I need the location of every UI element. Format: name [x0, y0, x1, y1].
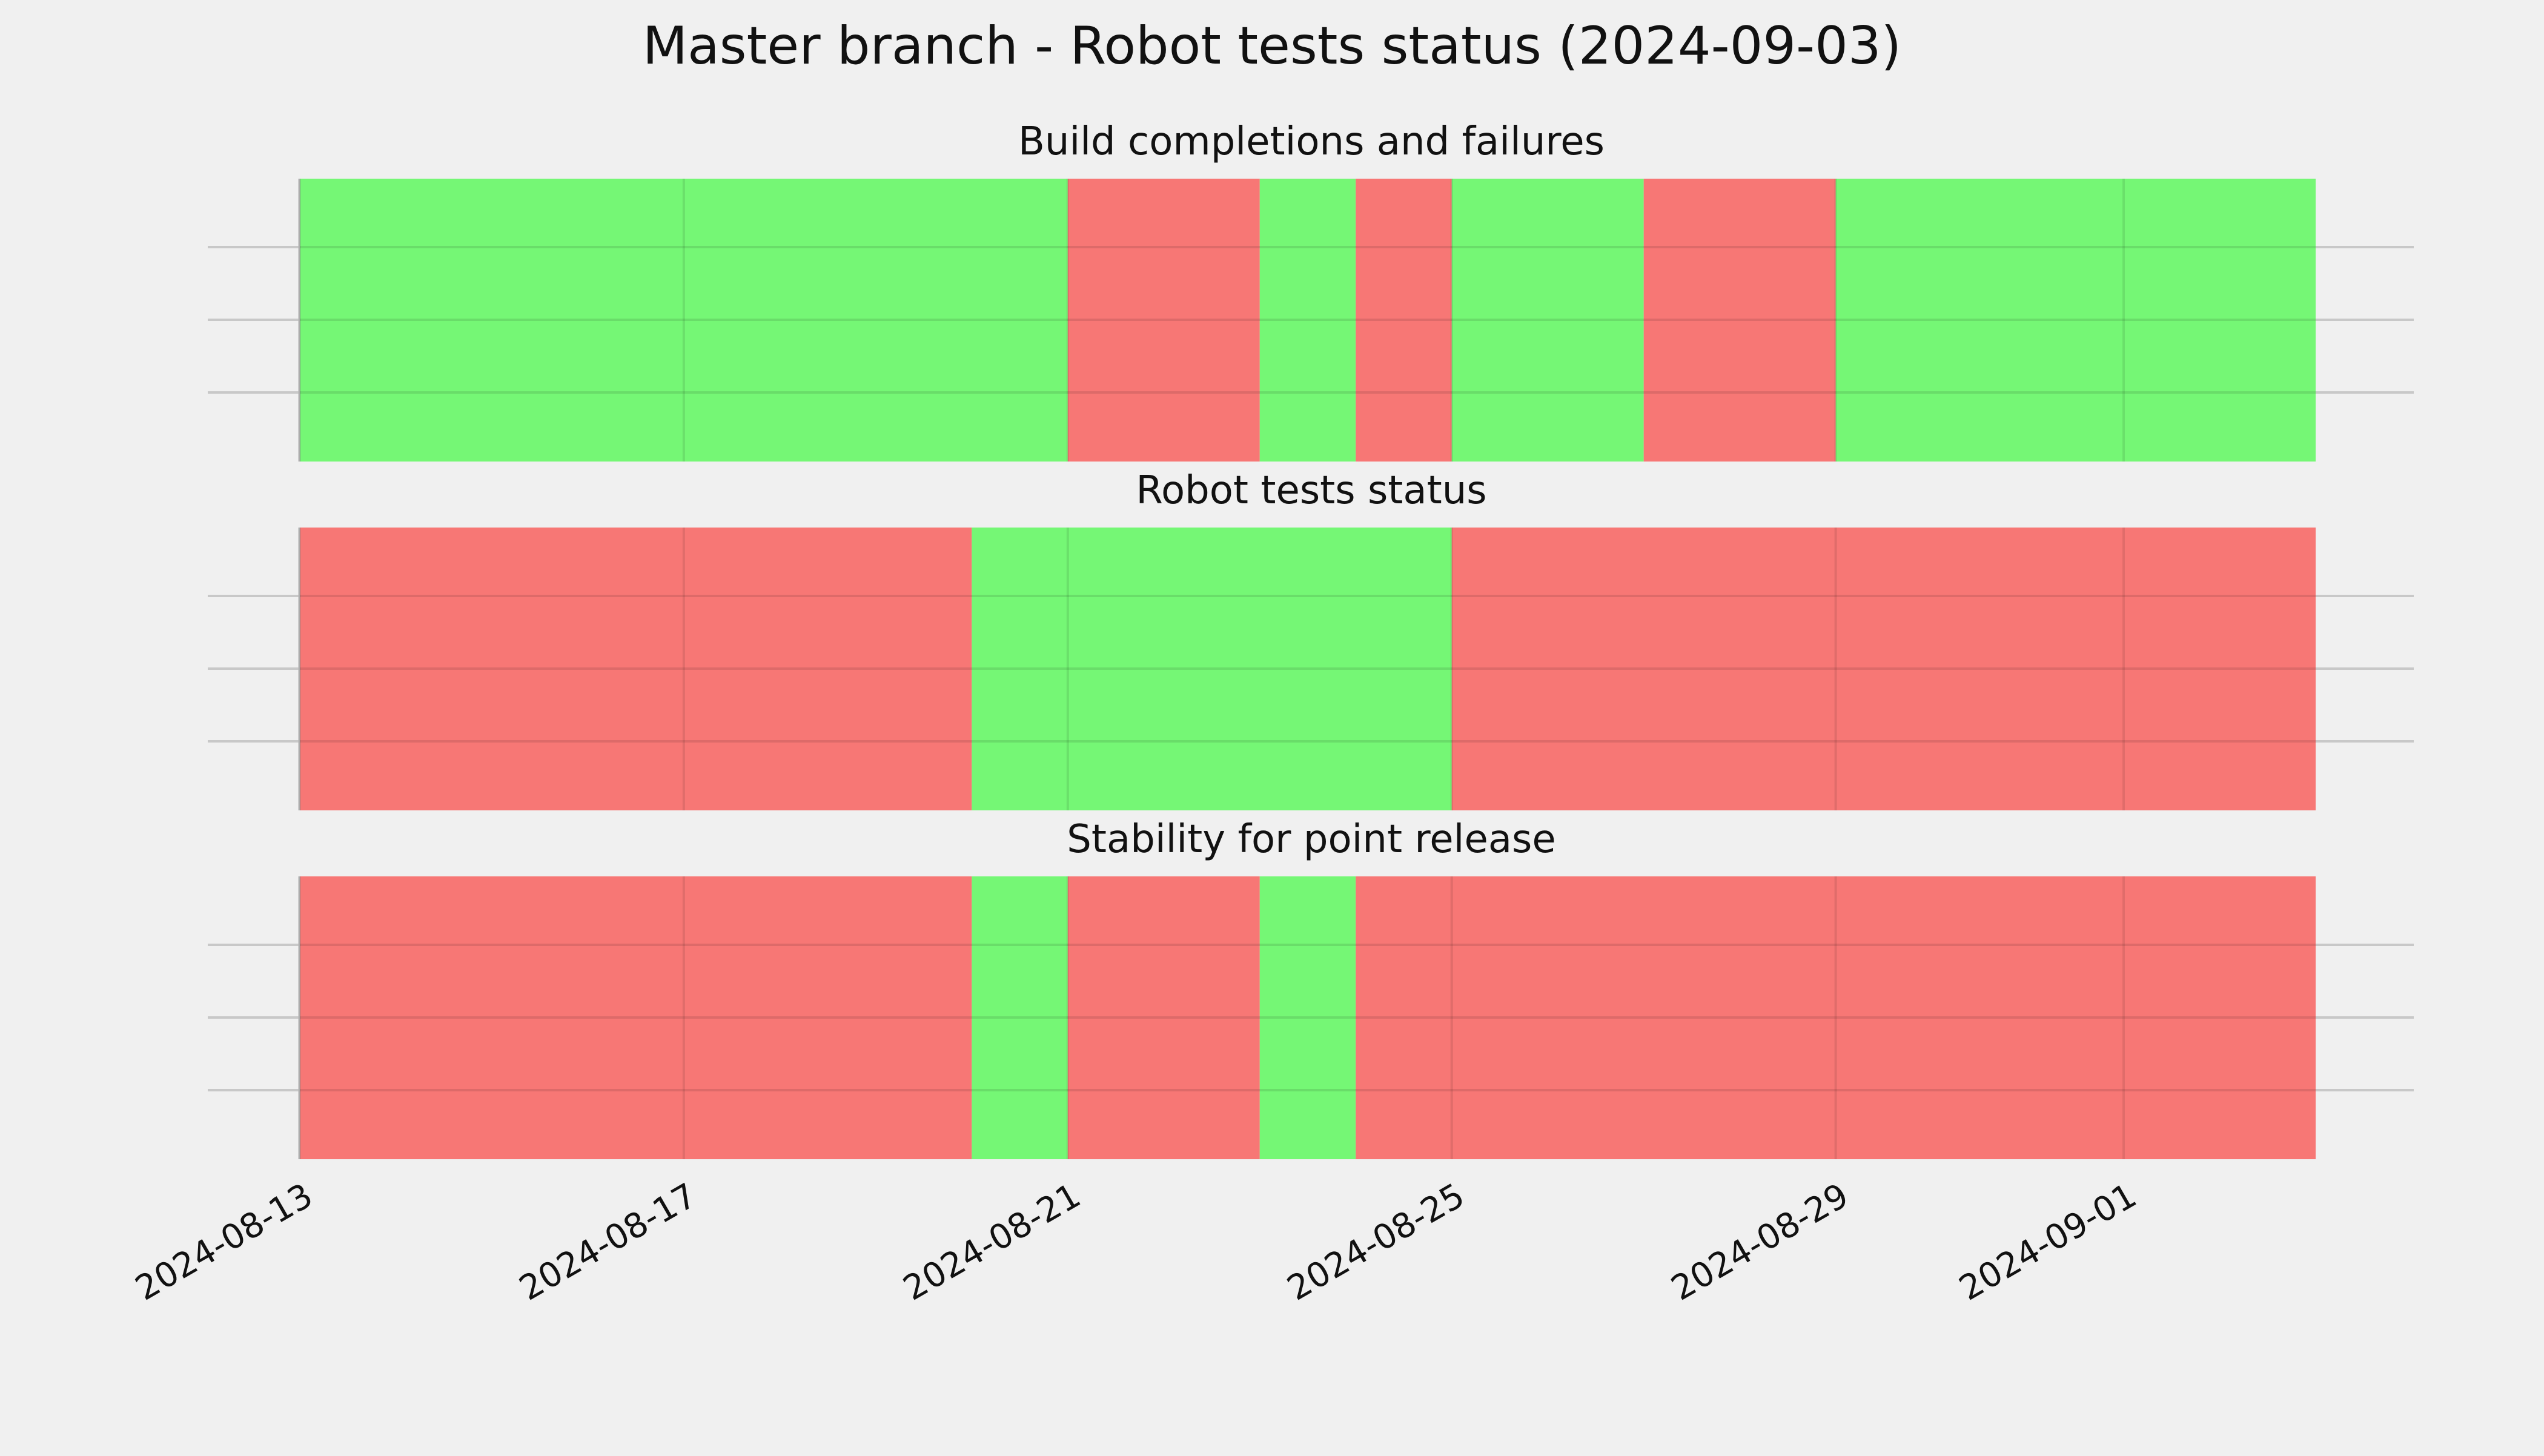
- status-segment-fail: [300, 876, 972, 1159]
- status-segment-fail: [1643, 179, 1836, 462]
- x-tick-label: 2024-08-17: [513, 1176, 703, 1308]
- chart-title: Master branch - Robot tests status (2024…: [643, 16, 1901, 76]
- status-segment-fail: [1451, 528, 2316, 810]
- panel-title: Stability for point release: [1067, 817, 1556, 862]
- x-tick-label: 2024-08-25: [1281, 1176, 1471, 1308]
- status-segment-fail: [1356, 876, 2316, 1159]
- status-segment-ok: [1835, 179, 2316, 462]
- x-tick-label: 2024-09-01: [1953, 1176, 2143, 1308]
- x-tick-label: 2024-08-21: [897, 1176, 1087, 1308]
- status-segment-fail: [1067, 876, 1260, 1159]
- status-segment-ok: [1259, 179, 1356, 462]
- status-segment-ok: [1451, 179, 1644, 462]
- status-segment-ok: [1259, 876, 1356, 1159]
- status-segment-fail: [1356, 179, 1452, 462]
- status-segment-fail: [1067, 179, 1260, 462]
- x-tick-label: 2024-08-29: [1665, 1176, 1855, 1308]
- status-segment-ok: [972, 876, 1068, 1159]
- status-segment-ok: [972, 528, 1452, 810]
- x-tick-label: 2024-08-13: [129, 1176, 319, 1308]
- status-segment-ok: [300, 179, 1068, 462]
- status-segment-fail: [300, 528, 972, 810]
- panel-title: Build completions and failures: [1018, 119, 1605, 164]
- panel-title: Robot tests status: [1136, 468, 1486, 513]
